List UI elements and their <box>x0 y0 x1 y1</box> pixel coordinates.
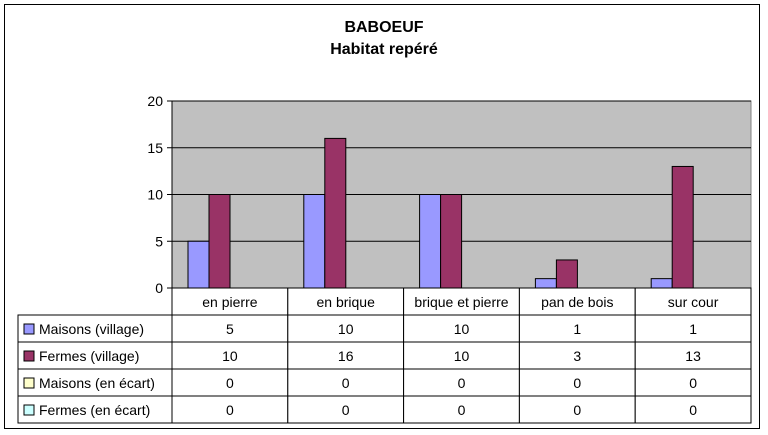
legend-swatch <box>23 377 35 389</box>
bar <box>419 194 442 289</box>
y-tick-label: 15 <box>147 140 163 156</box>
table-header-cell <box>403 287 520 316</box>
data-label: 0 <box>689 375 697 391</box>
bar <box>555 259 578 289</box>
x-tick-label: en brique <box>317 294 376 310</box>
data-label: 0 <box>226 375 234 391</box>
data-label: 0 <box>573 402 581 418</box>
chart-title: BABOEUF <box>344 19 424 36</box>
legend-swatch <box>23 323 35 335</box>
bar <box>650 278 673 289</box>
data-label: 5 <box>226 321 234 337</box>
table-cell <box>287 314 405 343</box>
table-header-cell <box>518 287 636 316</box>
data-label: 1 <box>689 321 697 337</box>
data-label: 0 <box>573 375 581 391</box>
table-cell <box>403 395 520 424</box>
table-cell <box>518 341 636 370</box>
legend-label: Maisons (en écart) <box>39 375 155 391</box>
data-label: 10 <box>222 348 238 364</box>
data-label: 0 <box>458 402 466 418</box>
y-tick-label: 10 <box>147 187 163 203</box>
table-cell <box>403 341 520 370</box>
data-label: 10 <box>454 348 470 364</box>
bar <box>534 278 557 289</box>
table-cell <box>634 314 752 343</box>
chart-subtitle: Habitat repéré <box>330 41 438 58</box>
table-cell <box>171 395 289 424</box>
table-cell <box>171 368 289 397</box>
table-cell <box>518 314 636 343</box>
table-cell <box>403 368 520 397</box>
bar <box>324 137 347 289</box>
table-cell <box>634 395 752 424</box>
bar <box>208 194 231 289</box>
legend-label: Fermes (village) <box>39 348 139 364</box>
data-label: 0 <box>342 375 350 391</box>
data-label: 16 <box>338 348 354 364</box>
data-label: 1 <box>573 321 581 337</box>
legend-cell <box>17 368 173 397</box>
table-cell <box>518 368 636 397</box>
y-tick-label: 20 <box>147 93 163 109</box>
legend-cell <box>17 341 173 370</box>
data-label: 0 <box>458 375 466 391</box>
bar <box>303 194 326 289</box>
legend-label: Maisons (village) <box>39 321 144 337</box>
legend-swatch <box>23 350 35 362</box>
x-tick-label: en pierre <box>202 294 257 310</box>
data-label: 13 <box>685 348 701 364</box>
table-cell <box>287 341 405 370</box>
data-label: 10 <box>454 321 470 337</box>
x-tick-label: brique et pierre <box>414 294 508 310</box>
table-cell <box>634 341 752 370</box>
data-label: 10 <box>338 321 354 337</box>
y-tick-label: 0 <box>155 280 163 296</box>
legend-swatch <box>23 404 35 416</box>
data-label: 0 <box>226 402 234 418</box>
table-cell <box>634 368 752 397</box>
x-tick-label: pan de bois <box>541 294 613 310</box>
legend-label: Fermes (en écart) <box>39 402 150 418</box>
bar <box>671 165 694 289</box>
legend-cell <box>17 314 173 343</box>
table-cell <box>171 341 289 370</box>
y-tick-label: 5 <box>155 233 163 249</box>
data-label: 0 <box>689 402 697 418</box>
data-label: 0 <box>342 402 350 418</box>
x-tick-label: sur cour <box>668 294 719 310</box>
legend-cell <box>17 395 173 424</box>
table-header-cell <box>634 287 752 316</box>
bar <box>440 194 463 289</box>
bar <box>187 240 210 289</box>
data-label: 3 <box>573 348 581 364</box>
